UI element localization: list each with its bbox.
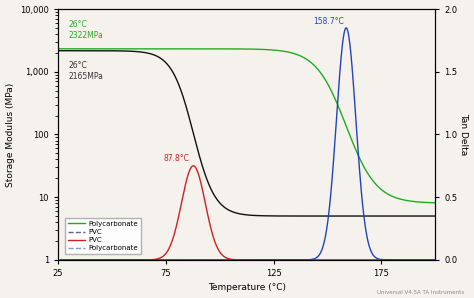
Y-axis label: Storage Modulus (MPa): Storage Modulus (MPa) <box>6 82 15 187</box>
Legend: Polycarbonate, PVC, PVC, Polycarbonate: Polycarbonate, PVC, PVC, Polycarbonate <box>65 218 141 254</box>
Text: Universal V4.5A TA Instruments: Universal V4.5A TA Instruments <box>377 290 465 295</box>
Text: 87.8°C: 87.8°C <box>163 154 189 163</box>
X-axis label: Temperature (°C): Temperature (°C) <box>208 283 286 292</box>
Text: 26°C
2322MPa: 26°C 2322MPa <box>69 20 103 40</box>
Y-axis label: Tan Delta: Tan Delta <box>459 113 468 156</box>
Text: 158.7°C: 158.7°C <box>314 17 344 26</box>
Text: 26°C
2165MPa: 26°C 2165MPa <box>69 61 104 81</box>
